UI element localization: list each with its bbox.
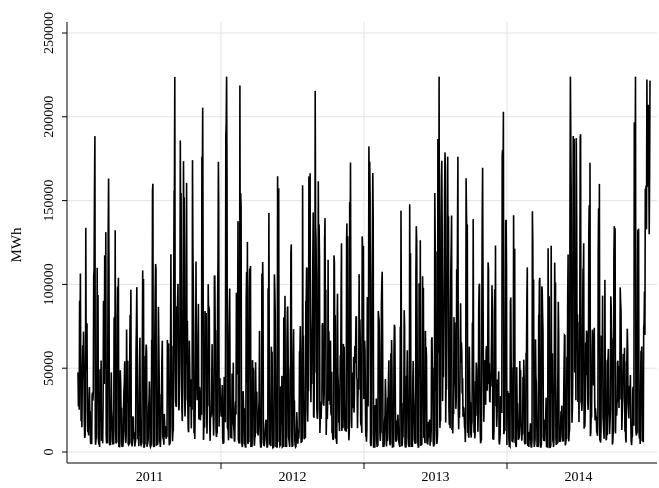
y-tick-label: 200000 xyxy=(42,96,57,138)
y-tick-label: 50000 xyxy=(42,351,57,386)
x-tick-label: 2011 xyxy=(136,470,163,485)
x-axis: 2011 2012 2013 2014 xyxy=(67,462,657,485)
series-line xyxy=(77,76,651,450)
y-tick-label: 150000 xyxy=(42,180,57,222)
series-group xyxy=(77,76,651,450)
y-axis: 0 50000 100000 150000 200000 250000 xyxy=(42,12,68,463)
y-tick-label: 250000 xyxy=(42,12,57,54)
x-tick-label: 2014 xyxy=(565,470,593,485)
x-tick-label: 2013 xyxy=(422,470,450,485)
y-axis-title: MWh xyxy=(9,227,25,262)
x-tick-label: 2012 xyxy=(279,470,307,485)
y-tick-label: 100000 xyxy=(42,263,57,305)
y-tick-label: 0 xyxy=(42,449,57,456)
